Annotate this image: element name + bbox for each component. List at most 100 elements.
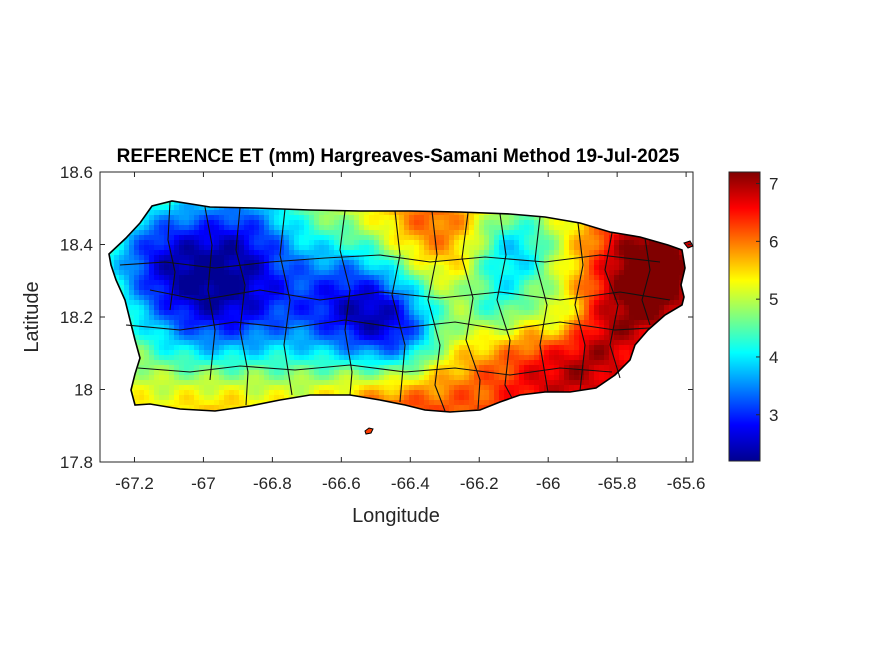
et-cell <box>379 300 385 306</box>
et-cell <box>609 260 615 266</box>
et-cell <box>609 345 615 351</box>
et-cell <box>169 265 175 271</box>
et-cell <box>369 360 375 366</box>
et-cell <box>209 260 215 266</box>
et-cell <box>319 295 325 301</box>
et-cell <box>204 210 210 216</box>
et-cell <box>574 375 580 381</box>
et-cell <box>319 345 325 351</box>
et-cell <box>534 285 540 291</box>
et-cell <box>324 340 330 346</box>
et-cell <box>409 375 415 381</box>
et-cell <box>474 320 480 326</box>
et-cell <box>384 245 390 251</box>
et-cell <box>299 325 305 331</box>
et-cell <box>404 290 410 296</box>
et-cell <box>649 320 655 326</box>
et-cell <box>264 330 270 336</box>
et-cell <box>229 385 235 391</box>
et-cell <box>489 260 495 266</box>
et-cell <box>649 310 655 316</box>
et-cell <box>414 335 420 341</box>
et-cell <box>329 345 335 351</box>
et-cell <box>174 370 180 376</box>
et-cell <box>214 400 220 406</box>
et-cell <box>259 400 265 406</box>
et-cell <box>294 285 300 291</box>
et-cell <box>594 380 600 386</box>
et-cell <box>444 380 450 386</box>
et-cell <box>434 350 440 356</box>
et-cell <box>324 240 330 246</box>
et-cell <box>139 320 145 326</box>
et-cell <box>129 270 135 276</box>
et-cell <box>174 375 180 381</box>
et-cell <box>454 260 460 266</box>
et-cell <box>414 220 420 226</box>
et-cell <box>494 275 500 281</box>
et-cell <box>469 220 475 226</box>
et-cell <box>129 280 135 286</box>
et-cell <box>184 265 190 271</box>
et-cell <box>424 250 430 256</box>
et-cell <box>294 340 300 346</box>
et-cell <box>219 335 225 341</box>
et-cell <box>409 370 415 376</box>
et-cell <box>589 290 595 296</box>
et-cell <box>569 295 575 301</box>
et-cell <box>404 220 410 226</box>
et-cell <box>274 265 280 271</box>
et-cell <box>209 220 215 226</box>
et-cell <box>464 295 470 301</box>
et-cell <box>274 305 280 311</box>
et-cell <box>159 280 165 286</box>
et-cell <box>399 230 405 236</box>
et-cell <box>644 300 650 306</box>
et-cell <box>264 300 270 306</box>
et-cell <box>354 320 360 326</box>
et-cell <box>399 385 405 391</box>
et-cell <box>514 380 520 386</box>
et-cell <box>369 285 375 291</box>
et-cell <box>414 310 420 316</box>
et-cell <box>504 220 510 226</box>
et-cell <box>414 355 420 361</box>
et-cell <box>449 215 455 221</box>
et-cell <box>249 375 255 381</box>
et-cell <box>339 225 345 231</box>
et-cell <box>264 385 270 391</box>
et-cell <box>644 285 650 291</box>
et-cell <box>539 300 545 306</box>
et-cell <box>544 310 550 316</box>
et-cell <box>234 260 240 266</box>
et-cell <box>369 385 375 391</box>
et-cell <box>619 260 625 266</box>
et-cell <box>119 245 125 251</box>
et-cell <box>464 240 470 246</box>
et-cell <box>169 285 175 291</box>
et-cell <box>454 360 460 366</box>
et-cell <box>289 210 295 216</box>
et-cell <box>439 260 445 266</box>
et-cell <box>254 350 260 356</box>
et-cell <box>459 270 465 276</box>
et-cell <box>299 330 305 336</box>
et-cell <box>524 270 530 276</box>
et-cell <box>334 280 340 286</box>
et-cell <box>509 265 515 271</box>
et-cell <box>334 370 340 376</box>
et-cell <box>189 395 195 401</box>
et-cell <box>284 265 290 271</box>
et-cell <box>589 370 595 376</box>
et-cell <box>209 235 215 241</box>
et-cell <box>449 210 455 216</box>
et-cell <box>234 305 240 311</box>
et-cell <box>609 235 615 241</box>
et-cell <box>344 270 350 276</box>
et-cell <box>544 240 550 246</box>
et-cell <box>399 345 405 351</box>
et-cell <box>434 220 440 226</box>
et-cell <box>574 290 580 296</box>
et-cell <box>364 385 370 391</box>
et-cell <box>309 385 315 391</box>
